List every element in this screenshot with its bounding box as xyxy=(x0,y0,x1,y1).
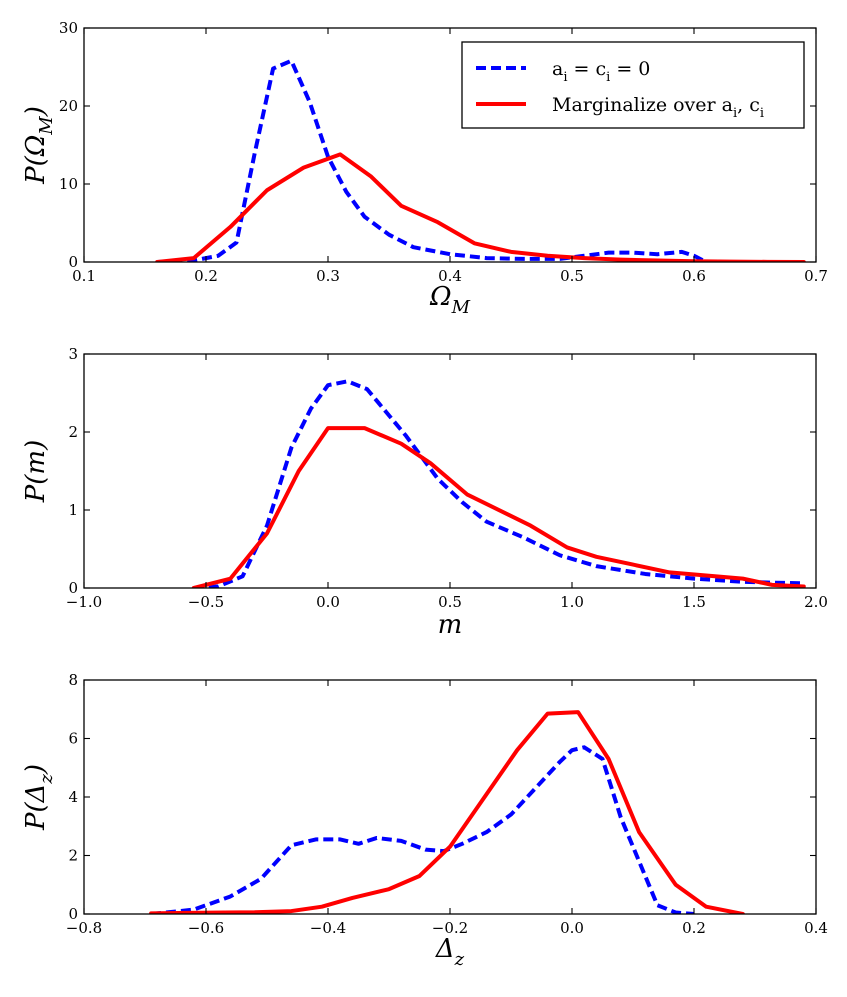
y-tick-label: 3 xyxy=(68,345,78,363)
legend: ai​ = ci​ = 0 Marginalize over ai​, ci​ xyxy=(461,41,805,129)
y-tick-label: 2 xyxy=(68,423,78,441)
y-tick-label: 8 xyxy=(68,671,78,689)
subplot-1: 0.1 0.2 0.3 0.4 0.5 0.6 0.7 0 10 20 30 ΩM​ P(ΩM​) xyxy=(21,19,828,318)
x-tick-label: 0.5 xyxy=(560,267,584,285)
x-tick-label: 0.7 xyxy=(804,267,828,285)
y-tick-label: 6 xyxy=(68,730,78,748)
subplot-3: −0.8 −0.6 −0.4 −0.2 0.0 0.2 0.4 0 2 4 6 8 Δz​ P(Δz​) xyxy=(21,671,828,970)
legend-label: Marginalize over ai​, ci​ xyxy=(552,94,764,121)
y-tick-label: 4 xyxy=(68,788,78,806)
x-tick-label: −0.6 xyxy=(188,919,224,937)
y-tick-label: 0 xyxy=(68,905,78,923)
x-tick-label: 0.3 xyxy=(316,267,340,285)
plot-frame xyxy=(83,679,817,915)
x-axis-label: Δz​ xyxy=(435,934,465,970)
y-tick-label: 1 xyxy=(68,501,78,519)
x-tick-label: 0.2 xyxy=(682,919,706,937)
x-tick-label: 0.6 xyxy=(682,267,706,285)
plot-frame xyxy=(83,353,817,589)
y-tick-label: 10 xyxy=(59,175,78,193)
y-tick-label: 2 xyxy=(68,847,78,865)
legend-label: ai​ = ci​ = 0 xyxy=(552,58,650,85)
y-tick-label: 30 xyxy=(59,19,78,37)
x-tick-label: 0.5 xyxy=(438,593,462,611)
x-tick-label: 1.0 xyxy=(560,593,584,611)
x-axis-label: ΩM​ xyxy=(429,282,471,318)
y-tick-label: 20 xyxy=(59,97,78,115)
subplot-2: −1.0 −0.5 0.0 0.5 1.0 1.5 2.0 0 1 2 3 m P(m) xyxy=(21,345,828,640)
series-line-solid xyxy=(191,426,806,588)
x-tick-label: −0.5 xyxy=(188,593,224,611)
y-axis-label: P(Δz​) xyxy=(21,764,57,831)
x-tick-label: 2.0 xyxy=(804,593,828,611)
y-tick-label: 0 xyxy=(68,253,78,271)
y-tick-label: 0 xyxy=(68,579,78,597)
x-tick-label: 0.0 xyxy=(316,593,340,611)
x-tick-label: 0.1 xyxy=(72,267,96,285)
x-tick-label: 0.4 xyxy=(804,919,828,937)
series-line-dashed xyxy=(150,745,695,914)
x-tick-label: 0.2 xyxy=(194,267,218,285)
series-line-dashed xyxy=(157,58,708,262)
x-tick-label: −0.4 xyxy=(310,919,346,937)
series-line-solid xyxy=(155,152,806,262)
x-tick-label: −0.8 xyxy=(66,919,102,937)
series-line-solid xyxy=(149,710,745,914)
x-tick-label: 1.5 xyxy=(682,593,706,611)
x-tick-label: 0.4 xyxy=(438,267,462,285)
x-tick-label: 0.0 xyxy=(560,919,584,937)
y-axis-label: P(m) xyxy=(21,440,51,503)
y-axis-label: P(ΩM​) xyxy=(21,106,57,185)
x-tick-label: −0.2 xyxy=(432,919,468,937)
x-tick-label: −1.0 xyxy=(66,593,102,611)
series-line-dashed xyxy=(193,379,804,588)
x-axis-label: m xyxy=(438,610,463,640)
